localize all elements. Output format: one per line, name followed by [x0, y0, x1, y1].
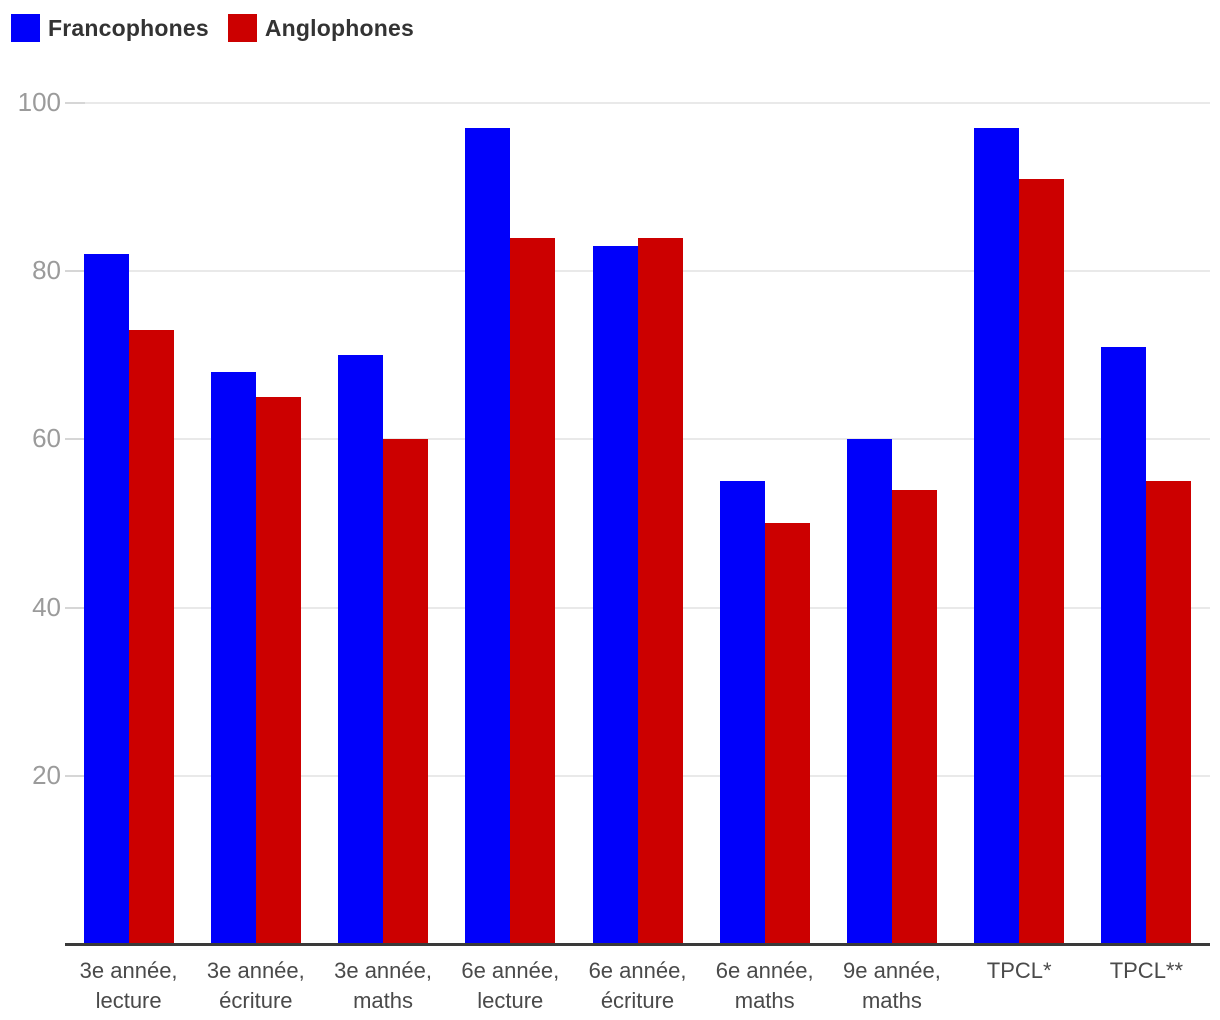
y-axis-tick-label: 60 [32, 423, 61, 454]
y-axis-tick-label: 80 [32, 255, 61, 286]
chart-legend: Francophones Anglophones [11, 14, 433, 42]
x-axis-category-label: 6e année, lecture [425, 956, 595, 1016]
y-axis-tick [65, 438, 85, 441]
x-label-line-1: 6e année, [588, 958, 687, 983]
x-axis-category-label: TPCL* [986, 958, 1052, 983]
x-label-line-2: maths [353, 988, 413, 1013]
bar-anglophones-6 [764, 523, 810, 944]
bar-anglophones-4 [510, 238, 556, 944]
y-axis-tick-label: 20 [32, 759, 61, 790]
legend-item-francophones: Francophones [11, 14, 209, 42]
bar-anglophones-8 [1019, 179, 1065, 944]
y-axis-tick-label: 100 [17, 87, 61, 117]
bar-francophones-2 [210, 372, 256, 944]
bar-francophones-9 [1101, 347, 1147, 944]
y-axis-tick [65, 606, 85, 609]
bar-anglophones-5 [637, 238, 683, 944]
bar-francophones-4 [465, 128, 511, 944]
x-label-line-2: écriture [219, 988, 293, 1013]
x-axis-category-label: 3e année, écriture [171, 956, 341, 1016]
x-axis-category-label: 3e année, maths [298, 956, 468, 1016]
francophones-swatch-icon [11, 14, 40, 42]
bar-anglophones-7 [891, 490, 937, 944]
y-axis-tick [65, 270, 85, 273]
x-label-line-1: 3e année, [334, 958, 432, 983]
x-axis-category-label: 6e année, maths [680, 956, 850, 1016]
x-label-line-2: écriture [600, 988, 675, 1013]
x-axis-category-label: 3e année, lecture [44, 956, 214, 1016]
x-label-line-1: 6e année, [461, 958, 560, 983]
x-axis-category-label: 9e année, maths [807, 956, 977, 1016]
x-axis-category-label: 6e année, écriture [553, 956, 723, 1016]
x-label-line-2: maths [734, 988, 795, 1013]
bar-francophones-8 [974, 128, 1020, 944]
x-label-line-2: lecture [477, 988, 544, 1013]
bar-francophones-5 [592, 246, 638, 944]
y-axis-tick [65, 774, 85, 777]
bar-anglophones-9 [1146, 481, 1192, 944]
x-label-line-2: maths [861, 988, 922, 1013]
x-label-line-1: 9e année, [843, 958, 941, 983]
x-label-line-1: 3e année, [79, 958, 178, 983]
bar-francophones-7 [846, 439, 892, 944]
x-label-line-2: lecture [95, 988, 162, 1013]
bar-anglophones-2 [255, 397, 301, 944]
bar-francophones-6 [719, 481, 765, 944]
y-axis-tick [65, 102, 85, 104]
legend-label-anglophones: Anglophones [264, 14, 415, 41]
legend-item-anglophones: Anglophones [227, 14, 415, 42]
y-gridline [65, 102, 1210, 104]
legend-label-francophones: Francophones [48, 14, 209, 41]
bar-anglophones-3 [383, 439, 429, 944]
x-label-line-1: 3e année, [206, 958, 305, 983]
anglophones-swatch-icon [227, 14, 257, 42]
bar-anglophones-1 [128, 330, 174, 944]
bar-francophones-1 [83, 254, 129, 944]
bar-francophones-3 [338, 355, 384, 944]
x-axis-line [65, 943, 1210, 946]
y-axis-tick-label: 40 [32, 591, 61, 622]
x-label-line-1: 6e année, [715, 958, 814, 983]
x-axis-category-label: TPCL** [1109, 958, 1184, 983]
